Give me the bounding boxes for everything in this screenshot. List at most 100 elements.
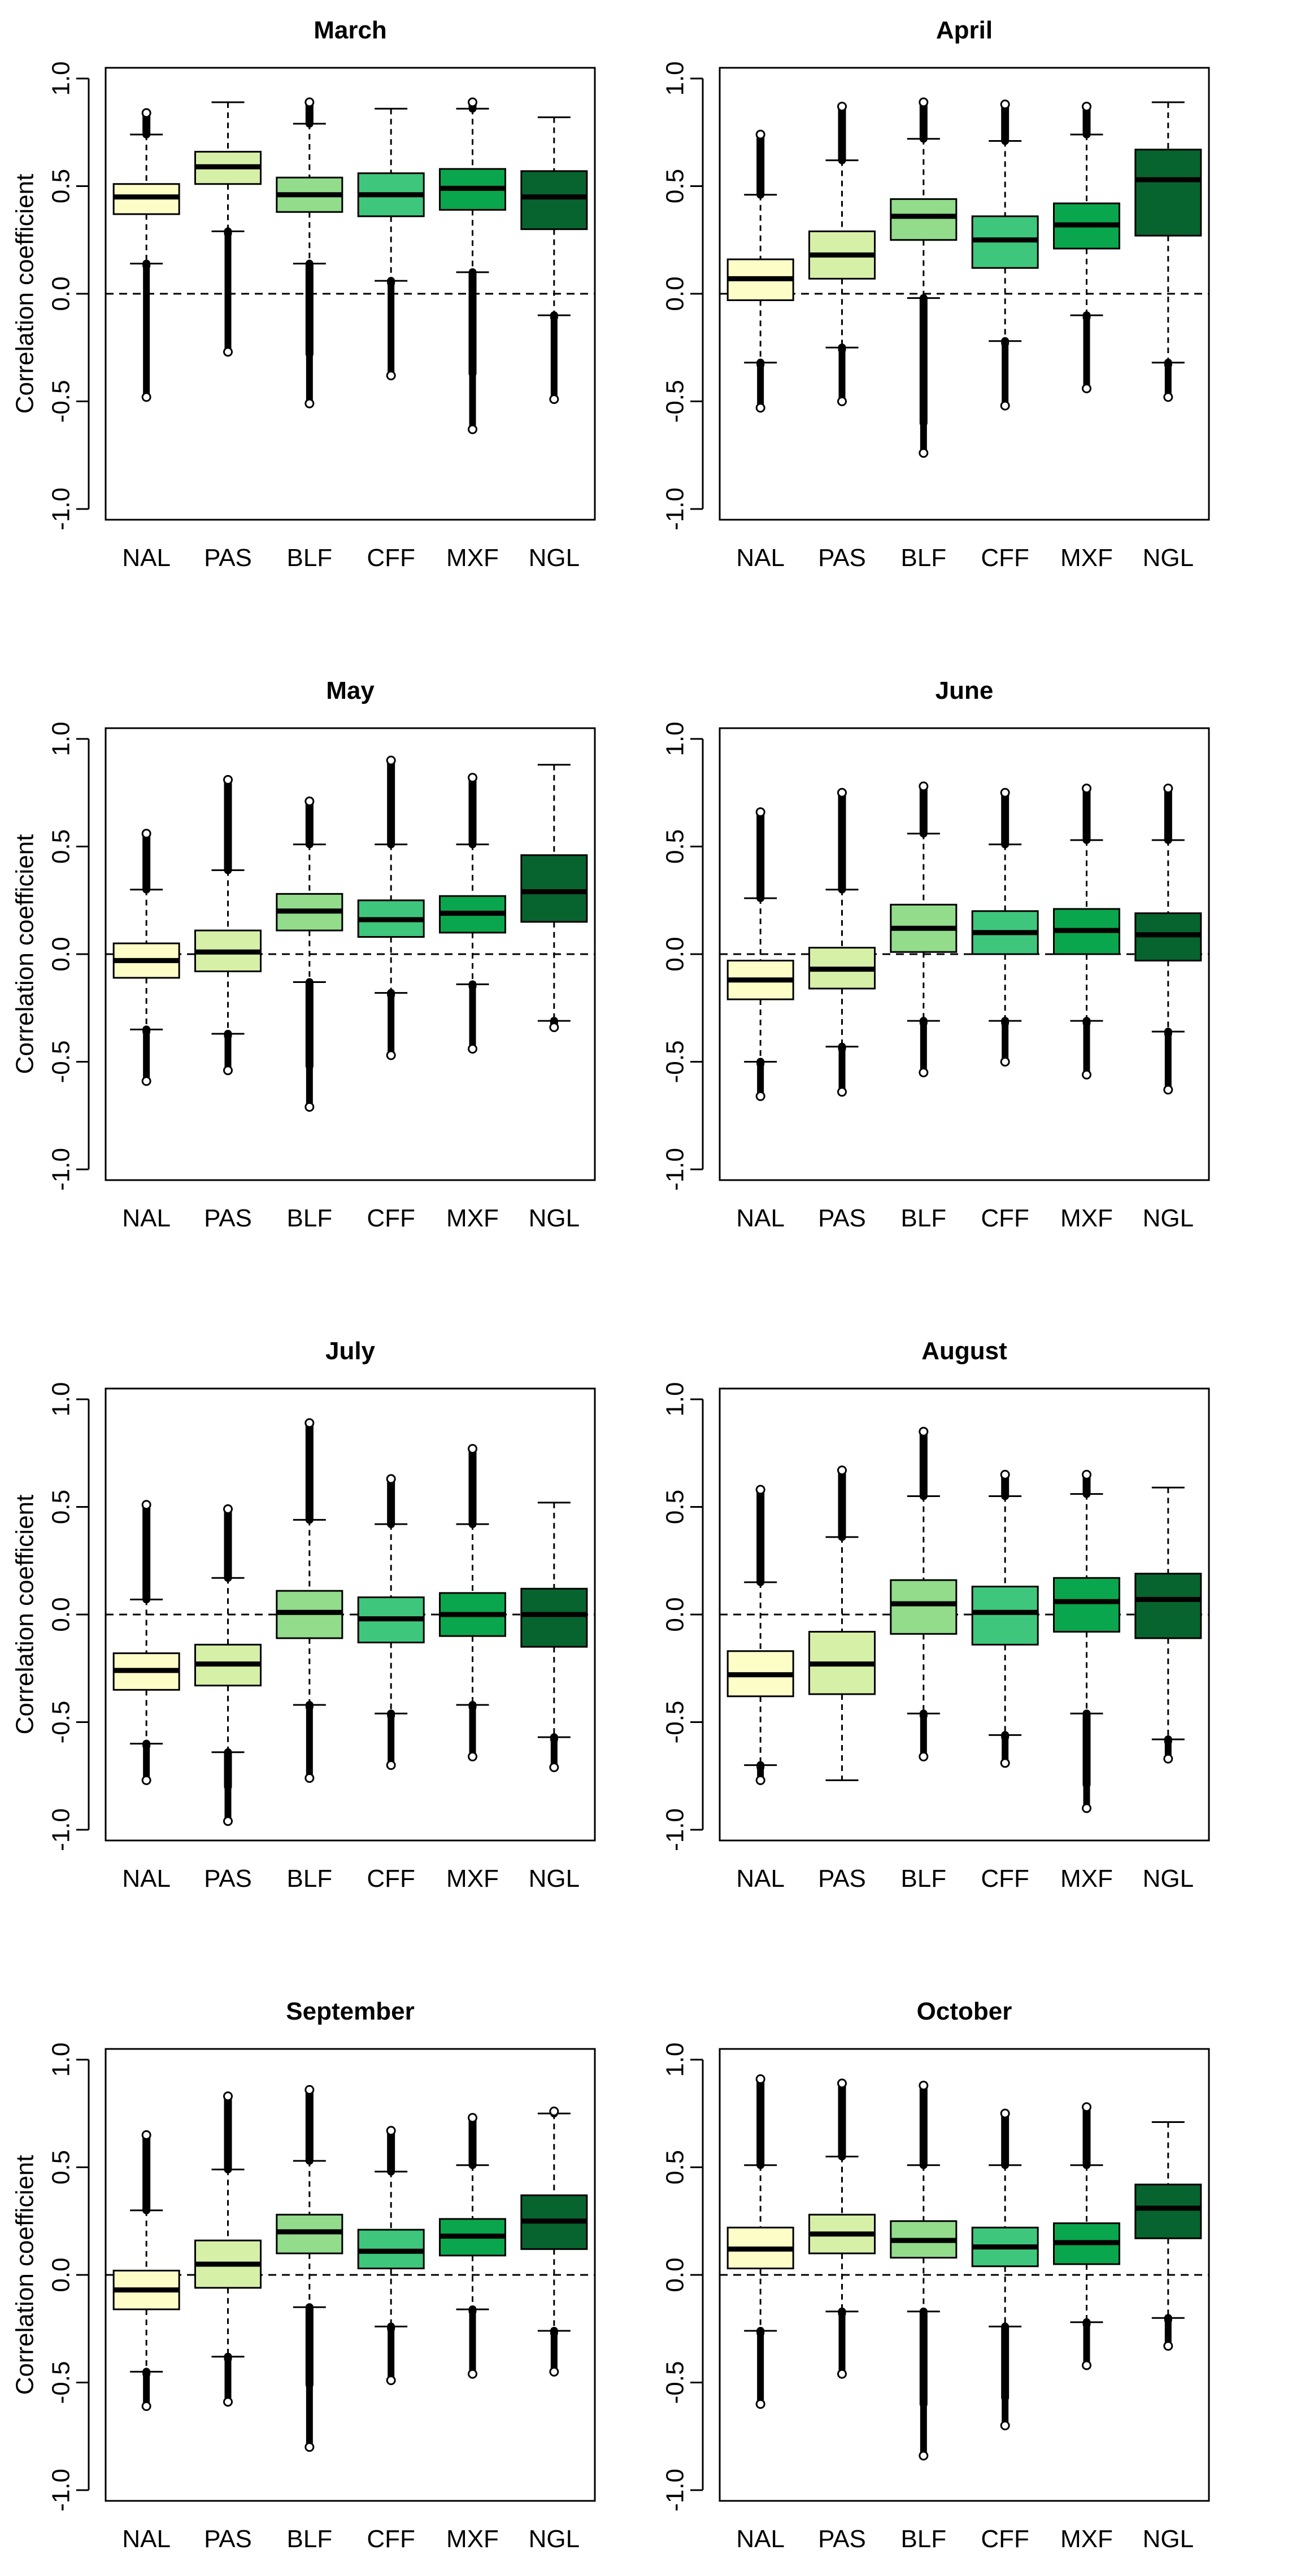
x-tick-label: CFF	[981, 2525, 1029, 2553]
box-blf	[890, 2081, 958, 2461]
outlier-point	[1000, 787, 1010, 798]
outlier-point	[386, 1760, 396, 1770]
box-pas	[808, 787, 876, 1097]
outlier-point	[755, 2399, 765, 2409]
box-nal	[112, 108, 180, 402]
y-tick-label: 1.0	[47, 61, 75, 95]
x-tick-label: CFF	[367, 1204, 415, 1232]
outlier-point	[1163, 1753, 1173, 1764]
outlier-point	[919, 1426, 929, 1437]
x-tick-label: BLF	[900, 1865, 946, 1892]
outlier-point	[468, 424, 477, 434]
x-tick-label: CFF	[367, 544, 415, 572]
x-tick-label: PAS	[204, 1865, 252, 1892]
y-tick-label: -1.0	[662, 488, 689, 530]
y-tick-label: 0.5	[47, 829, 75, 864]
outlier-point	[1000, 1056, 1010, 1067]
box-pas	[194, 2091, 262, 2407]
outlier-point	[837, 1087, 847, 1097]
x-tick-label: BLF	[286, 544, 332, 572]
outlier-point	[223, 2091, 233, 2101]
box-nal	[112, 829, 180, 1086]
outlier-point	[141, 392, 151, 402]
iqr-box	[1134, 149, 1202, 237]
box-cff	[971, 787, 1039, 1067]
outlier-point	[919, 2081, 929, 2091]
outlier-point	[141, 2130, 151, 2140]
box-pas	[194, 774, 262, 1076]
panel-title: April	[936, 16, 993, 44]
outlier-point	[304, 2442, 315, 2452]
box-pas	[808, 1465, 876, 1781]
box-cff	[971, 99, 1039, 411]
plot-frame	[105, 67, 596, 521]
panel-august: August -1.0 -0.5 0.0 0.5 1.0 NAL PAS BLF CFF MXF NG…	[662, 1337, 1210, 1892]
outlier-point	[549, 394, 559, 404]
outlier-point	[468, 1751, 477, 1761]
x-tick-label: PAS	[204, 544, 252, 572]
outlier-point	[919, 97, 929, 107]
x-tick-label: MXF	[1060, 544, 1113, 572]
x-tick-label: NAL	[122, 2525, 171, 2553]
x-tick-label: PAS	[818, 1204, 866, 1232]
outlier-point	[141, 108, 151, 118]
y-tick-label: 0.0	[47, 2257, 75, 2292]
box-cff	[357, 107, 425, 381]
x-tick-label: NAL	[122, 1204, 171, 1232]
box-mxf	[1053, 2102, 1120, 2370]
panel-title: October	[917, 1998, 1012, 2025]
outlier-point	[549, 2366, 559, 2377]
outlier-point	[1082, 2360, 1091, 2370]
y-tick-label: -1.0	[47, 488, 75, 530]
outlier-point	[386, 1474, 396, 1484]
outlier-point	[304, 1418, 315, 1428]
outlier-point	[223, 774, 233, 785]
y-tick-label: 1.0	[47, 2042, 75, 2077]
outlier-point	[304, 797, 315, 807]
panel-may: May -1.0 -0.5 0.0 0.5 1.0 Correlation coeffici…	[11, 677, 596, 1232]
outlier-point	[223, 1504, 233, 1514]
x-tick-label: BLF	[286, 1865, 332, 1892]
outlier-point	[468, 2113, 477, 2123]
x-tick-label: NGL	[1143, 1865, 1194, 1892]
x-tick-label: NGL	[1143, 544, 1194, 572]
y-tick-label: 1.0	[662, 721, 689, 756]
x-tick-label: BLF	[900, 2525, 946, 2553]
box-ngl	[1134, 101, 1202, 402]
plot-frame	[719, 727, 1210, 1181]
box-mxf	[439, 1444, 506, 1761]
plot-frame	[105, 2048, 596, 2502]
box-ngl	[520, 116, 588, 404]
panel-title: September	[286, 1998, 414, 2025]
box-nal	[726, 1485, 794, 1785]
iqr-box	[1134, 2183, 1202, 2239]
x-tick-label: MXF	[1060, 1204, 1113, 1232]
iqr-box	[1134, 1573, 1202, 1639]
outlier-point	[1163, 2341, 1173, 2351]
outlier-point	[304, 1773, 315, 1783]
outlier-point	[386, 755, 396, 765]
outlier-point	[386, 371, 396, 381]
x-tick-label: PAS	[818, 1865, 866, 1892]
iqr-box	[890, 1579, 958, 1635]
panel-march: March -1.0 -0.5 0.0 0.5 1.0 Correlation coeffi…	[11, 16, 596, 572]
outlier-point	[386, 2375, 396, 2386]
box-ngl	[1134, 1486, 1202, 1764]
outlier-point	[1082, 1069, 1091, 1080]
box-mxf	[439, 97, 506, 434]
x-tick-label: NAL	[736, 544, 785, 572]
y-tick-label: -1.0	[47, 2469, 75, 2512]
panel-july: July -1.0 -0.5 0.0 0.5 1.0 Correlation coeffic…	[11, 1337, 596, 1892]
outlier-point	[755, 1091, 765, 1101]
x-tick-label: CFF	[981, 1865, 1029, 1892]
outlier-point	[1163, 1085, 1173, 1095]
box-cff	[357, 1474, 425, 1770]
y-tick-label: 1.0	[662, 1382, 689, 1416]
box-ngl	[520, 764, 588, 1033]
outlier-point	[549, 1022, 559, 1033]
x-tick-label: NGL	[529, 1204, 580, 1232]
outlier-point	[468, 1444, 477, 1454]
plot-frame	[105, 727, 596, 1181]
y-tick-label: 0.5	[47, 169, 75, 203]
outlier-point	[1000, 2108, 1010, 2118]
